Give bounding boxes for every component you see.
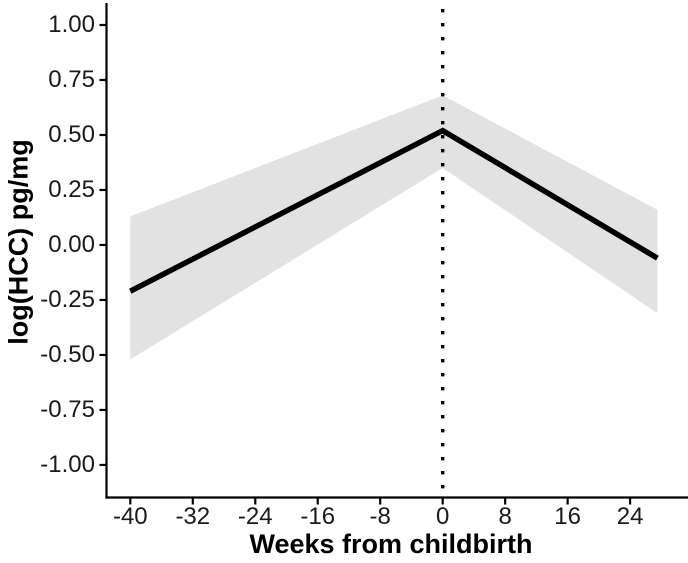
y-tick-label: -0.75 (40, 395, 95, 423)
x-tick-label: -40 (112, 503, 148, 530)
fitted-line (129, 127, 659, 294)
y-tick-label: 0.50 (48, 120, 95, 148)
x-tick-label: -8 (369, 503, 391, 530)
x-tick-label: -16 (300, 503, 336, 530)
y-tick-label: 0.75 (48, 65, 95, 93)
y-tick-label: 0.25 (48, 175, 95, 203)
x-tick-label: -32 (175, 503, 211, 530)
y-axis-title: log(HCC) pg/mg (3, 139, 34, 345)
y-tick-label: -1.00 (40, 450, 95, 478)
x-tick-label: 0 (435, 503, 450, 530)
y-tick-label: 1.00 (48, 10, 95, 38)
x-tick-label: 24 (616, 503, 644, 530)
x-axis-title: Weeks from childbirth (249, 529, 533, 559)
y-tick-label: -0.50 (40, 340, 95, 368)
x-tick-label: -24 (237, 503, 273, 530)
y-tick-label: 0.00 (48, 230, 95, 258)
y-tick-label: -0.25 (40, 285, 95, 313)
x-tick-label: 8 (498, 503, 512, 530)
x-tick-label: 16 (554, 503, 581, 530)
confidence-band (130, 95, 658, 360)
